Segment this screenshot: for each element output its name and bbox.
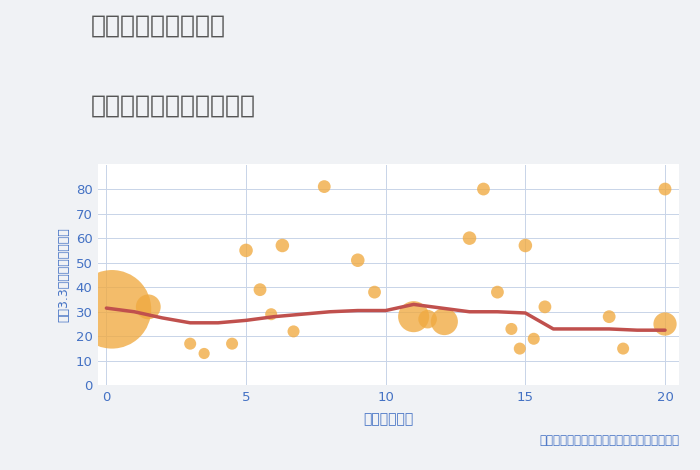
Point <box>288 328 299 335</box>
Point <box>227 340 238 347</box>
Y-axis label: 坪（3.3㎡）単価（万円）: 坪（3.3㎡）単価（万円） <box>57 227 70 322</box>
Point <box>422 315 433 323</box>
Point <box>276 242 288 249</box>
X-axis label: 駅距離（分）: 駅距離（分） <box>363 412 414 426</box>
Point <box>617 345 629 352</box>
Point <box>520 242 531 249</box>
Point <box>514 345 526 352</box>
Point <box>352 257 363 264</box>
Point <box>539 303 550 311</box>
Point <box>439 318 450 325</box>
Point <box>464 235 475 242</box>
Point <box>492 289 503 296</box>
Point <box>240 247 251 254</box>
Point <box>369 289 380 296</box>
Point <box>528 335 539 343</box>
Point <box>106 306 118 313</box>
Point <box>659 185 671 193</box>
Point <box>408 313 419 321</box>
Point <box>143 303 154 311</box>
Point <box>265 311 276 318</box>
Point <box>185 340 196 347</box>
Point <box>506 325 517 333</box>
Text: 円の大きさは、取引のあった物件面積を示す: 円の大きさは、取引のあった物件面積を示す <box>539 434 679 447</box>
Point <box>478 185 489 193</box>
Point <box>254 286 265 293</box>
Point <box>318 183 330 190</box>
Point <box>659 320 671 328</box>
Point <box>199 350 210 357</box>
Text: 駅距離別中古戸建て価格: 駅距離別中古戸建て価格 <box>91 94 256 118</box>
Point <box>603 313 615 321</box>
Text: 千葉県匝瑳市中台の: 千葉県匝瑳市中台の <box>91 14 226 38</box>
